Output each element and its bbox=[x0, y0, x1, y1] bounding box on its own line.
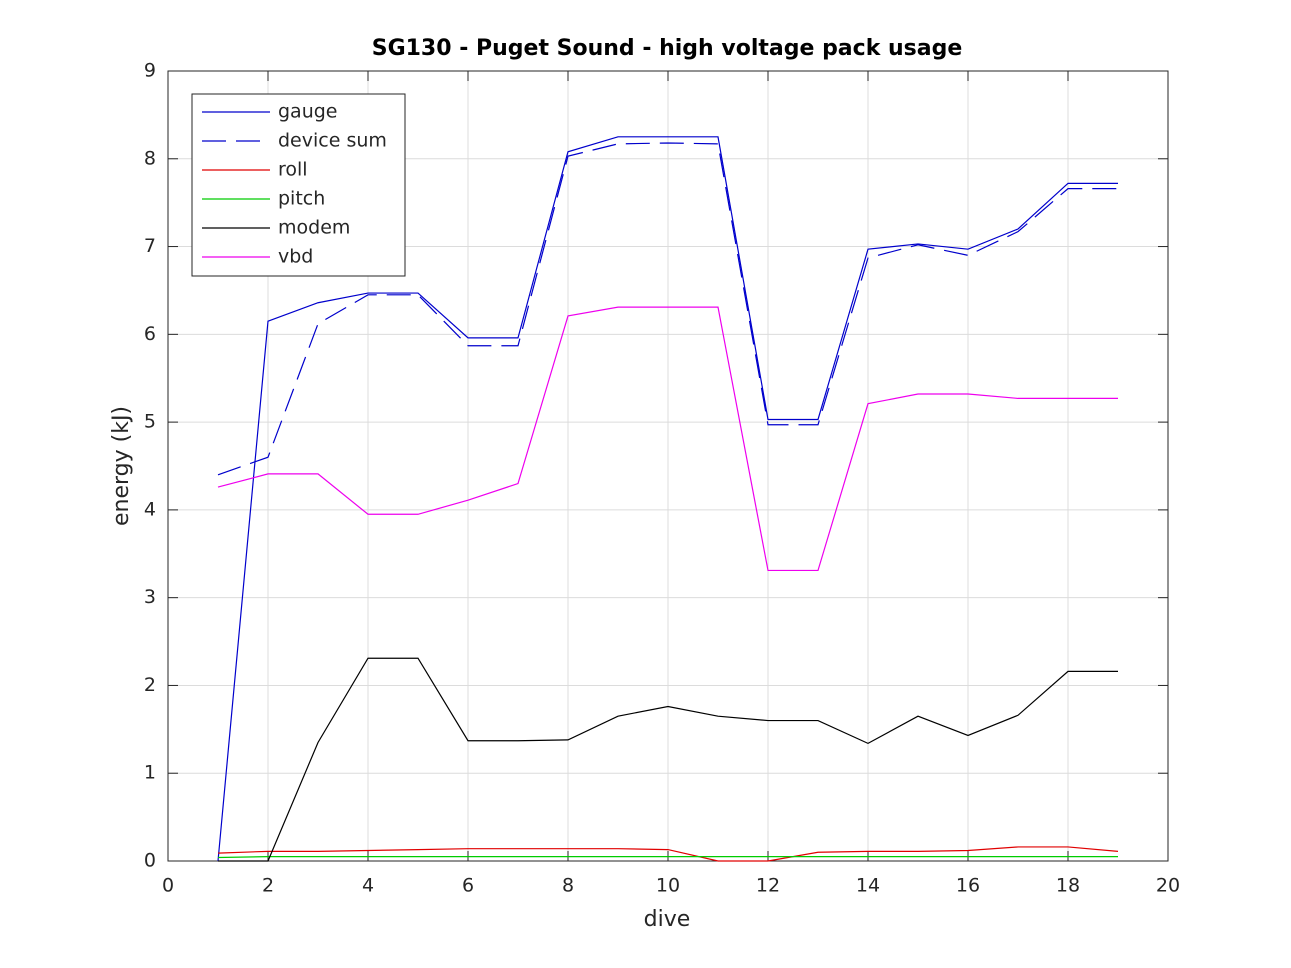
y-tick-label: 4 bbox=[144, 498, 156, 520]
legend-box bbox=[191, 93, 406, 277]
y-tick-label: 5 bbox=[144, 411, 156, 433]
y-tick-label: 8 bbox=[144, 147, 156, 169]
x-tick-label: 6 bbox=[462, 875, 474, 897]
legend-label: modem bbox=[278, 217, 350, 239]
legend-label: device sum bbox=[278, 130, 387, 152]
data-line bbox=[217, 856, 1118, 859]
y-tick-label: 6 bbox=[144, 323, 156, 345]
x-tick-label: 14 bbox=[856, 875, 880, 897]
x-axis-label: dive bbox=[644, 907, 691, 932]
chart-title: SG130 - Puget Sound - high voltage pack … bbox=[372, 36, 963, 61]
x-tick-label: 20 bbox=[1156, 875, 1180, 897]
y-tick-label: 7 bbox=[144, 235, 156, 257]
data-line bbox=[218, 657, 1118, 862]
legend-label: pitch bbox=[278, 188, 325, 210]
x-tick-label: 8 bbox=[562, 875, 574, 897]
y-tick-label: 9 bbox=[144, 60, 156, 82]
x-tick-label: 0 bbox=[162, 875, 174, 897]
x-tick-label: 2 bbox=[262, 875, 274, 897]
y-tick-label: 1 bbox=[144, 762, 156, 784]
x-tick-label: 12 bbox=[756, 875, 780, 897]
data-line bbox=[217, 846, 1119, 862]
legend-label: roll bbox=[278, 159, 308, 181]
data-line bbox=[217, 136, 1118, 862]
x-tick-label: 10 bbox=[656, 875, 680, 897]
plot-frame bbox=[167, 70, 1169, 862]
y-tick-label: 0 bbox=[144, 850, 156, 872]
y-tick-label: 2 bbox=[144, 674, 156, 696]
x-tick-label: 18 bbox=[1056, 875, 1080, 897]
y-tick-label: 3 bbox=[144, 586, 156, 608]
x-tick-label: 4 bbox=[362, 875, 374, 897]
x-tick-label: 16 bbox=[956, 875, 980, 897]
data-line bbox=[217, 142, 1118, 476]
data-line bbox=[217, 306, 1118, 572]
y-axis-label: energy (kJ) bbox=[109, 406, 134, 526]
legend-label: gauge bbox=[278, 101, 338, 123]
legend-label: vbd bbox=[278, 246, 313, 268]
